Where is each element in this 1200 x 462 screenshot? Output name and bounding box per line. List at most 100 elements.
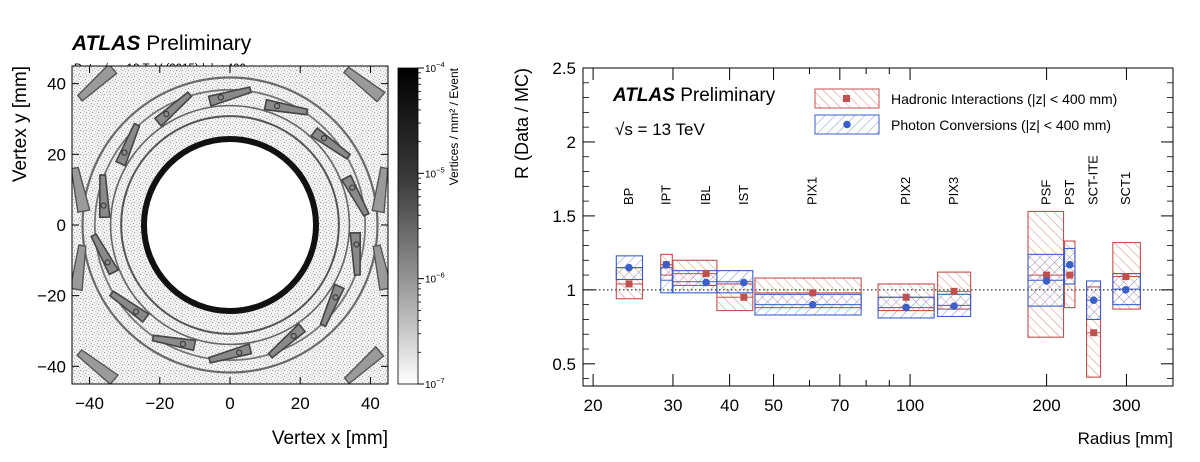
- x-tick-label-right: 30: [663, 396, 682, 415]
- legend-entry-photon: Photon Conversions (|z| < 400 mm): [814, 114, 1111, 135]
- outer-support-structure: [76, 348, 119, 384]
- detector-stave: [98, 174, 111, 219]
- colorbar-label: Vertices / mm² / Event: [447, 67, 461, 185]
- region-label: SCT1: [1118, 172, 1133, 205]
- x-tick-label-right: 200: [1032, 396, 1060, 415]
- atlas-label-right: ATLAS Preliminary: [612, 85, 776, 106]
- detector-stave: [151, 334, 197, 352]
- beam-pipe-interior: [143, 138, 317, 312]
- x-tick-label-right: 50: [764, 396, 783, 415]
- colorbar-tick-label: 10−5: [425, 165, 445, 180]
- y-tick-label-right: 2.5: [552, 59, 576, 78]
- x-tick-label-right: 70: [830, 396, 849, 415]
- hadronic-point: [625, 280, 633, 288]
- detector-stave: [114, 122, 141, 167]
- detector-stave: [153, 91, 193, 128]
- photon-point: [662, 260, 671, 269]
- hadronic-point: [702, 270, 710, 278]
- y-tick-label-left: 40: [47, 75, 66, 94]
- outer-support-structure: [343, 345, 385, 384]
- outer-support-structure: [72, 166, 91, 214]
- legend-marker-hadronic: [843, 95, 850, 102]
- y-tick-label-left: 0: [57, 216, 66, 235]
- region-label: IPT: [658, 185, 673, 205]
- hadronic-point: [1122, 273, 1130, 281]
- legend-label-photon: Photon Conversions (|z| < 400 mm): [891, 117, 1111, 133]
- detector-stave: [340, 174, 370, 218]
- detector-stave: [263, 98, 309, 116]
- y-tick-label-left: 20: [47, 145, 66, 164]
- region-label: IBL: [698, 185, 713, 205]
- atlas-label-left: ATLAS Preliminary: [71, 32, 252, 55]
- vertex-map: [72, 66, 388, 384]
- outer-support-structure: [343, 66, 386, 103]
- x-tick-label-right: 100: [896, 396, 924, 415]
- region-label: PIX3: [946, 177, 961, 205]
- beam-pipe-ring: [140, 135, 320, 315]
- detector-stave: [207, 342, 253, 364]
- photon-point: [625, 263, 633, 272]
- y-tick-label-left: −40: [37, 357, 66, 376]
- outer-support-structure: [72, 244, 87, 292]
- ibl-inner-ring: [120, 115, 340, 335]
- region-label: PSF: [1039, 180, 1054, 205]
- photon-point: [950, 302, 958, 310]
- detector-stave: [310, 126, 352, 160]
- colorbar-tick-label: 10−7: [425, 376, 445, 391]
- y-tick-label-right: 0.5: [552, 355, 576, 374]
- legend-marker-photon: [843, 120, 851, 129]
- colorbar: [397, 67, 419, 385]
- x-tick-label-right: 300: [1112, 396, 1140, 415]
- region-label: IST: [736, 185, 751, 205]
- hadronic-point: [1043, 271, 1051, 279]
- pixel-support-ring: [93, 88, 367, 362]
- hadronic-point: [1090, 329, 1098, 337]
- ratio-plot-frame: [582, 67, 1174, 387]
- vertex-map-panel: ATLAS Preliminary Data √s = 13 TeV (2015…: [10, 32, 461, 449]
- x-tick-label-left: 20: [291, 394, 310, 413]
- x-tick-label-left: −20: [145, 394, 174, 413]
- region-label: PIX1: [805, 177, 820, 205]
- region-label: SCT-ITE: [1086, 155, 1101, 205]
- photon-point: [1121, 286, 1130, 294]
- legend-entry-hadronic: Hadronic Interactions (|z| < 400 mm): [814, 88, 1117, 109]
- x-axis-label-right: Radius [mm]: [1078, 429, 1173, 448]
- x-tick-label-right: 40: [720, 396, 739, 415]
- photon-point: [740, 278, 748, 287]
- hadronic-point: [809, 289, 817, 297]
- x-axis-label-left: Vertex x [mm]: [272, 428, 388, 449]
- detector-stave: [319, 283, 346, 328]
- ibl-outer-ring: [109, 104, 351, 346]
- photon-point: [1089, 296, 1098, 305]
- y-tick-label-right: 2: [567, 133, 576, 152]
- photon-point: [902, 303, 910, 312]
- y-tick-label-right: 1.5: [552, 207, 576, 226]
- y-tick-label-left: −20: [37, 287, 66, 306]
- outer-ring: [81, 76, 379, 374]
- outer-support-structure: [371, 166, 388, 214]
- y-axis-label-right: R (Data / MC): [512, 68, 532, 179]
- y-tick-label-right: 1: [567, 281, 576, 300]
- hadronic-point: [902, 293, 910, 301]
- colorbar-tick-label: 10−6: [425, 271, 445, 286]
- outer-support-structure: [76, 66, 118, 102]
- detector-stave: [207, 86, 253, 108]
- detector-stave: [108, 290, 150, 324]
- region-label: PST: [1062, 180, 1077, 205]
- y-axis-label-left: Vertex y [mm]: [10, 66, 31, 182]
- hadronic-point: [740, 293, 748, 301]
- region-label: BP: [621, 188, 636, 205]
- detector-stave: [267, 322, 307, 359]
- detector-stave: [90, 232, 120, 276]
- x-tick-label-right: 20: [584, 396, 603, 415]
- ratio-panel: 20 30 40 50 70 100 200 300 0.5 1 1.5 2 2.5 BP IPT IBL I…: [512, 59, 1174, 448]
- hadronic-point: [1066, 271, 1074, 279]
- detector-stave: [349, 231, 362, 276]
- energy-label-right: √s = 13 TeV: [615, 120, 705, 139]
- region-label: PIX2: [898, 177, 913, 205]
- photon-point: [808, 300, 817, 309]
- colorbar-tick-label: 10−4: [425, 60, 445, 75]
- x-tick-label-left: 40: [361, 394, 380, 413]
- photon-point: [1065, 260, 1074, 269]
